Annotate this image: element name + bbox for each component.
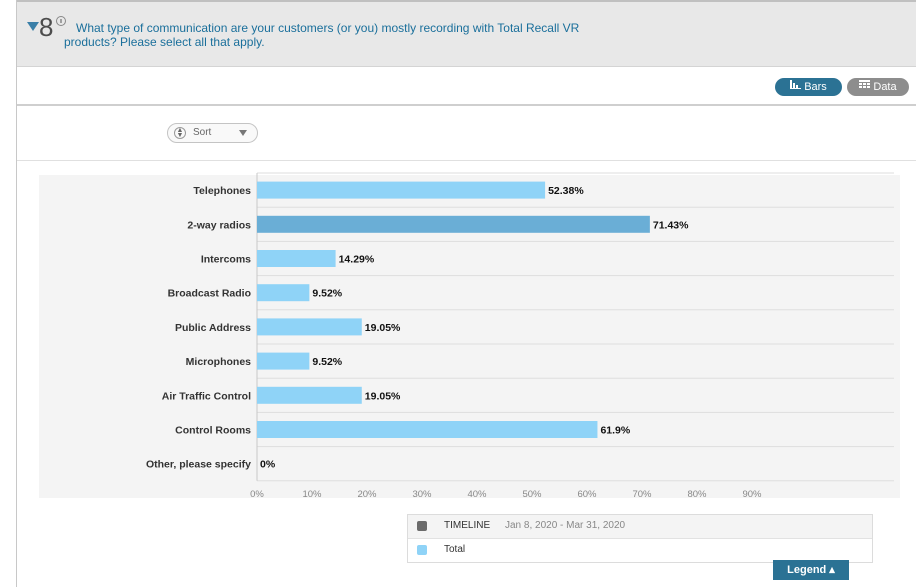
bar-chart-icon <box>790 77 802 95</box>
value-label: 9.52% <box>312 356 342 368</box>
value-label: 19.05% <box>365 390 401 402</box>
timeline-label: TIMELINE <box>444 520 491 531</box>
category-label: Air Traffic Control <box>162 390 251 402</box>
question-number: 8 <box>39 12 54 42</box>
sort-arrows-icon: ▲ ▼ <box>174 127 186 139</box>
x-tick-label: 0% <box>250 489 264 500</box>
legend-panel: TIMELINE Jan 8, 2020 - Mar 31, 2020 Tota… <box>407 514 873 563</box>
bar <box>257 250 336 267</box>
value-label: 14.29% <box>339 254 375 266</box>
x-tick-label: 60% <box>577 489 597 500</box>
bars-view-label: Bars <box>804 81 827 93</box>
category-label: Control Rooms <box>175 425 251 437</box>
info-icon[interactable] <box>56 16 66 26</box>
table-icon <box>859 77 871 95</box>
x-tick-label: 50% <box>522 489 542 500</box>
category-label: Microphones <box>186 356 251 368</box>
x-tick-label: 40% <box>467 489 487 500</box>
category-label: Public Address <box>175 322 251 334</box>
x-tick-label: 20% <box>357 489 377 500</box>
category-label: Broadcast Radio <box>168 288 251 300</box>
value-label: 71.43% <box>653 219 689 231</box>
timeline-swatch <box>417 521 427 531</box>
total-label: Total <box>444 544 466 555</box>
view-toolbar: Bars Data <box>17 66 916 106</box>
data-view-button[interactable]: Data <box>847 78 909 96</box>
question-text: What type of communication are your cust… <box>64 21 580 49</box>
collapse-arrow-icon[interactable] <box>27 22 39 31</box>
bar <box>257 284 310 302</box>
bar <box>257 181 546 199</box>
chevron-down-icon <box>239 130 247 136</box>
category-label: Other, please specify <box>146 459 251 471</box>
bar <box>257 215 650 233</box>
x-tick-label: 30% <box>412 489 432 500</box>
category-label: Intercoms <box>201 254 251 266</box>
sort-bar: ▲ ▼ Sort <box>17 106 916 161</box>
bar-chart: Telephones 52.38% 2-way radios 71.43% Interc… <box>146 172 894 500</box>
category-label: Telephones <box>193 185 251 197</box>
bar <box>257 421 598 438</box>
category-label: 2-way radios <box>187 219 251 231</box>
bars-view-button[interactable]: Bars <box>775 78 842 96</box>
x-tick-label: 90% <box>742 489 762 500</box>
legend-toggle-button[interactable]: Legend ▴ <box>773 560 849 580</box>
value-label: 19.05% <box>365 322 401 334</box>
total-swatch <box>417 545 427 555</box>
bar <box>257 352 310 370</box>
legend-total-row[interactable]: Total <box>408 539 872 562</box>
bar <box>257 386 362 404</box>
sort-label: Sort <box>193 127 212 138</box>
x-tick-label: 10% <box>302 489 322 500</box>
bar <box>257 318 362 336</box>
x-tick-label: 80% <box>687 489 707 500</box>
value-label: 0% <box>260 459 276 471</box>
timeline-range: Jan 8, 2020 - Mar 31, 2020 <box>505 520 626 531</box>
sort-dropdown[interactable]: ▲ ▼ Sort <box>167 123 258 143</box>
value-label: 9.52% <box>312 288 342 300</box>
data-view-label: Data <box>873 81 897 93</box>
question-header: 8 What type of communication are your cu… <box>17 0 916 67</box>
x-tick-label: 70% <box>632 489 652 500</box>
value-label: 61.9% <box>600 425 630 437</box>
value-label: 52.38% <box>548 185 584 197</box>
legend-timeline-row: TIMELINE Jan 8, 2020 - Mar 31, 2020 <box>408 515 872 539</box>
